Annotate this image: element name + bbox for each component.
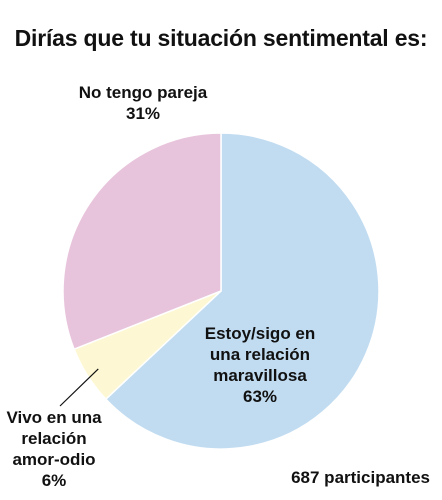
- slice-label-relacion-maravillosa: Estoy/sigo en una relación maravillosa 6…: [190, 323, 330, 407]
- slice-label-line: maravillosa: [213, 366, 307, 385]
- participants-note: 687 participantes: [291, 468, 430, 487]
- slice-value-label: 63%: [242, 387, 278, 406]
- slice-value-label: 6%: [41, 471, 67, 490]
- slice-label-line: una relación: [209, 345, 311, 364]
- leader-line: [59, 368, 99, 407]
- slice-label-line: No tengo pareja: [78, 83, 208, 102]
- pie-slice-0: [104, 132, 380, 450]
- pie-slice-2: [62, 132, 222, 351]
- chart-title: Dirías que tu situación sentimental es:: [14, 25, 428, 51]
- slice-label-no-pareja: No tengo pareja 31%: [48, 82, 238, 124]
- slice-label-amor-odio: Vivo en una relación amor-odio 6%: [0, 407, 108, 491]
- slice-label-line: Vivo en una: [6, 408, 102, 427]
- slice-label-line: relación: [21, 429, 87, 448]
- slice-label-line: Estoy/sigo en: [204, 324, 316, 343]
- slice-value-label: 31%: [125, 104, 161, 123]
- slice-label-line: amor-odio: [12, 450, 96, 469]
